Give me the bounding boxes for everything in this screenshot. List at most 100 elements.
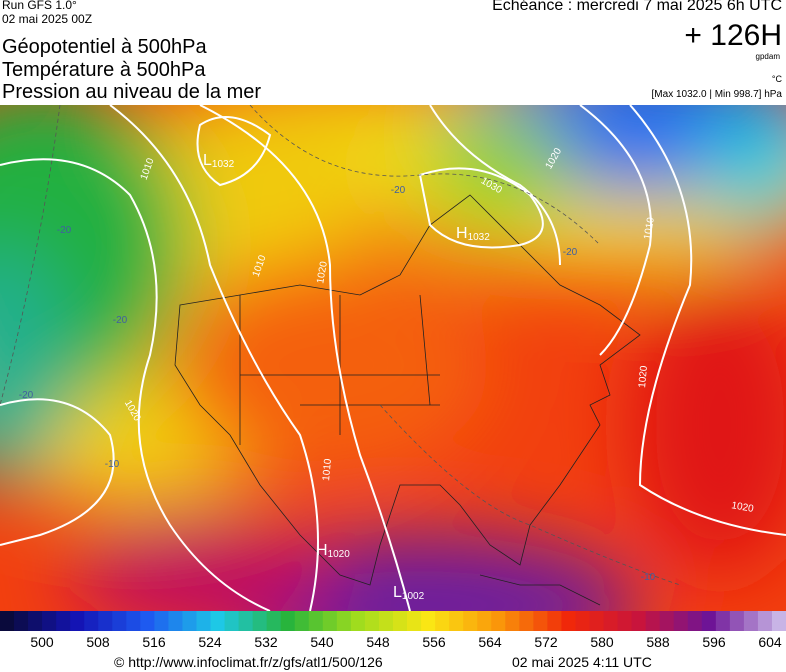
scale-cell <box>322 611 338 631</box>
scale-cell <box>140 611 155 631</box>
scale-cell <box>112 611 127 631</box>
scale-cell <box>126 611 141 631</box>
scale-label: 596 <box>702 634 726 650</box>
scale-label: 508 <box>86 634 110 650</box>
scale-cell <box>533 611 548 631</box>
scale-label: 524 <box>198 634 222 650</box>
scale-cell <box>449 611 464 631</box>
scale-label: 516 <box>142 634 166 650</box>
scale-cell <box>28 611 43 631</box>
scale-cell <box>757 611 773 631</box>
scale-cell <box>421 611 436 631</box>
isotherm-label: -10 <box>641 572 656 583</box>
scale-label: 588 <box>646 634 670 650</box>
footer: © http://www.infoclimat.fr/z/gfs/atl1/50… <box>114 654 652 670</box>
scale-cell <box>561 611 576 631</box>
scale-cell <box>393 611 408 631</box>
scale-cell <box>210 611 226 631</box>
scale-label: 556 <box>422 634 446 650</box>
scale-cell <box>603 611 619 631</box>
range: [Max 1032.0 | Min 998.7] hPa <box>651 89 782 100</box>
isotherm-label: -20 <box>19 390 34 401</box>
scale-cell <box>673 611 689 631</box>
scale-cell <box>435 611 450 631</box>
run-date: 02 mai 2025 00Z <box>2 12 93 26</box>
scale-cell <box>294 611 310 631</box>
step: + 126H <box>684 19 782 52</box>
isobar-label: 1020 <box>731 500 755 515</box>
scale-cell <box>350 611 366 631</box>
color-scale: 500 508 516 524 532 540 548 556 564 572 580 588 596 6… <box>0 611 786 650</box>
footer-time: 02 mai 2025 4:11 UTC <box>512 654 652 670</box>
scale-cell <box>84 611 99 631</box>
scale-cell <box>477 611 492 631</box>
isobar-label: 1010 <box>642 216 657 240</box>
scale-cell <box>729 611 745 631</box>
scale-cell <box>266 611 282 631</box>
isobar-label: 1020 <box>637 365 650 389</box>
scale-cell <box>701 611 717 631</box>
scale-label: 604 <box>758 634 782 650</box>
isobar-label: 1010 <box>321 458 334 482</box>
footer-url: © http://www.infoclimat.fr/z/gfs/atl1/50… <box>114 654 383 670</box>
scale-label: 564 <box>478 634 502 650</box>
scale-cell <box>547 611 562 631</box>
scale-cell <box>687 611 703 631</box>
center-symbol: L <box>393 584 402 601</box>
scale-cell <box>575 611 590 631</box>
scale-cell <box>308 611 324 631</box>
scale-cell <box>645 611 661 631</box>
center-value: 1020 <box>328 549 351 560</box>
scale-cell <box>56 611 71 631</box>
pressure-center: L1002 <box>393 584 425 602</box>
center-symbol: H <box>316 542 328 559</box>
pressure-center: H1032 <box>456 225 490 243</box>
scale-cell <box>182 611 197 631</box>
scale-cell <box>168 611 183 631</box>
center-value: 1002 <box>402 591 425 602</box>
scale-cell <box>154 611 169 631</box>
scale-label: 540 <box>310 634 334 650</box>
isobar-label: 1020 <box>315 260 330 284</box>
pressure-center: L1032 <box>203 152 235 170</box>
scale-label: 532 <box>254 634 278 650</box>
scale-cell <box>224 611 240 631</box>
center-symbol: H <box>456 225 468 242</box>
scale-cell <box>589 611 605 631</box>
scale-cell <box>336 611 352 631</box>
isotherm-label: -10 <box>105 459 120 470</box>
scale-cell <box>631 611 647 631</box>
scale-label: 572 <box>534 634 558 650</box>
echeance: Echéance : mercredi 7 mai 2025 6h UTC <box>492 0 782 14</box>
run: Run GFS 1.0° <box>2 0 77 12</box>
scale-cell <box>519 611 534 631</box>
scale-cell <box>0 611 15 631</box>
scale-cell <box>364 611 380 631</box>
scale-cell <box>98 611 113 631</box>
isotherm-label: -20 <box>563 247 578 258</box>
scale-cell <box>407 611 422 631</box>
scale-cell <box>14 611 29 631</box>
scale-label: 548 <box>366 634 390 650</box>
title: Température à 500hPa <box>2 59 206 81</box>
scale-cell <box>238 611 254 631</box>
scale-cell <box>280 611 296 631</box>
pressure-center: H1020 <box>316 542 350 560</box>
scale-cell <box>42 611 57 631</box>
title: Géopotentiel à 500hPa <box>2 36 207 58</box>
title: Pression au niveau de la mer <box>2 81 262 103</box>
isotherm-label: -20 <box>113 315 128 326</box>
scale-cell <box>70 611 85 631</box>
scale-cell <box>617 611 633 631</box>
scale-cell <box>196 611 212 631</box>
isotherm-label: -20 <box>391 185 406 196</box>
scale-cell <box>252 611 268 631</box>
center-value: 1032 <box>212 159 235 170</box>
scale-cell <box>715 611 731 631</box>
isobars <box>0 105 786 611</box>
scale-cell <box>771 611 786 631</box>
scale-cell <box>743 611 759 631</box>
